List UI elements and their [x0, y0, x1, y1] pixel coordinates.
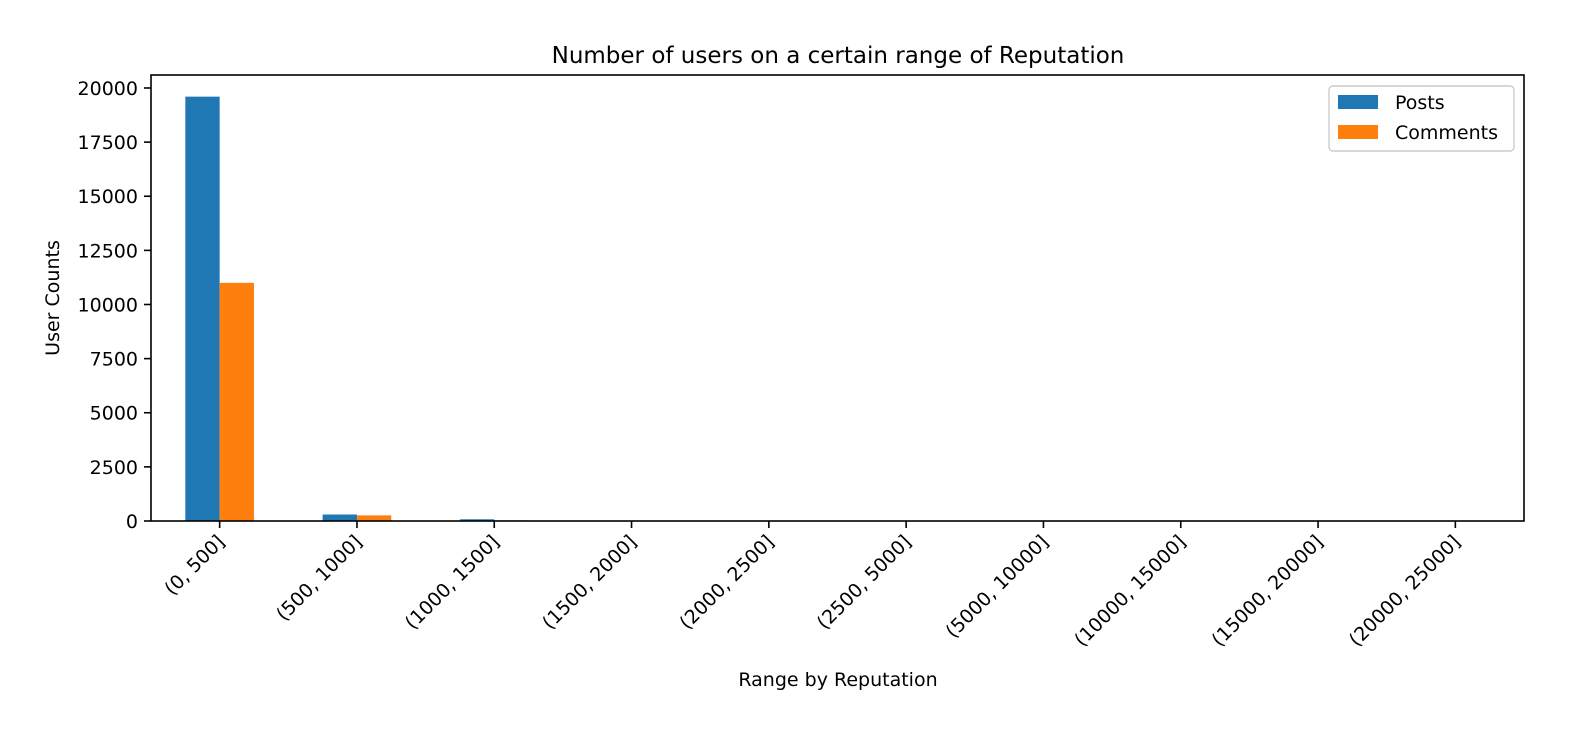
legend-swatch-comments — [1338, 125, 1378, 139]
x-tick-label: (1000, 1500] — [401, 531, 504, 634]
x-tick-label: (5000, 10000] — [941, 531, 1053, 643]
y-tick-label: 17500 — [78, 132, 138, 154]
y-tick-label: 10000 — [78, 294, 138, 316]
x-axis: (0, 500] (500, 1000] (1000, 1500] (1500, 20… — [160, 521, 1465, 651]
x-tick-label: (0, 500] — [160, 531, 229, 600]
y-tick-label: 20000 — [78, 78, 138, 100]
x-tick-label: (500, 1000] — [272, 531, 366, 625]
y-axis-title: User Counts — [42, 240, 64, 356]
bar-posts-1 — [322, 514, 357, 521]
y-tick-label: 0 — [126, 511, 138, 533]
legend: Posts Comments — [1328, 85, 1515, 152]
legend-label-comments: Comments — [1395, 122, 1498, 144]
chart-title: Number of users on a certain range of Re… — [552, 43, 1125, 69]
y-tick-label: 15000 — [78, 186, 138, 208]
y-tick-label: 7500 — [90, 349, 138, 371]
bar-comments-0 — [219, 282, 254, 521]
x-tick-label: (20000, 25000] — [1345, 531, 1465, 651]
legend-swatch-posts — [1338, 95, 1378, 109]
y-axis: 0 2500 5000 7500 10000 12500 15000 17500 20000 — [78, 78, 151, 533]
x-tick-label: (10000, 15000] — [1070, 531, 1190, 651]
x-axis-title: Range by Reputation — [738, 669, 937, 691]
y-tick-label: 5000 — [90, 403, 138, 425]
bars-group — [185, 96, 1456, 521]
bar-comments-1 — [356, 515, 392, 521]
x-tick-label: (1500, 2000] — [538, 531, 641, 634]
x-tick-label: (15000, 20000] — [1208, 531, 1328, 651]
x-tick-label: (2000, 2500] — [675, 531, 778, 634]
legend-label-posts: Posts — [1395, 92, 1445, 114]
bar-posts-2 — [459, 519, 495, 521]
y-tick-label: 12500 — [78, 240, 138, 262]
bar-posts-0 — [185, 96, 220, 521]
y-tick-label: 2500 — [90, 457, 138, 479]
x-tick-label: (2500, 5000] — [813, 531, 916, 634]
plot-frame — [150, 74, 1525, 522]
